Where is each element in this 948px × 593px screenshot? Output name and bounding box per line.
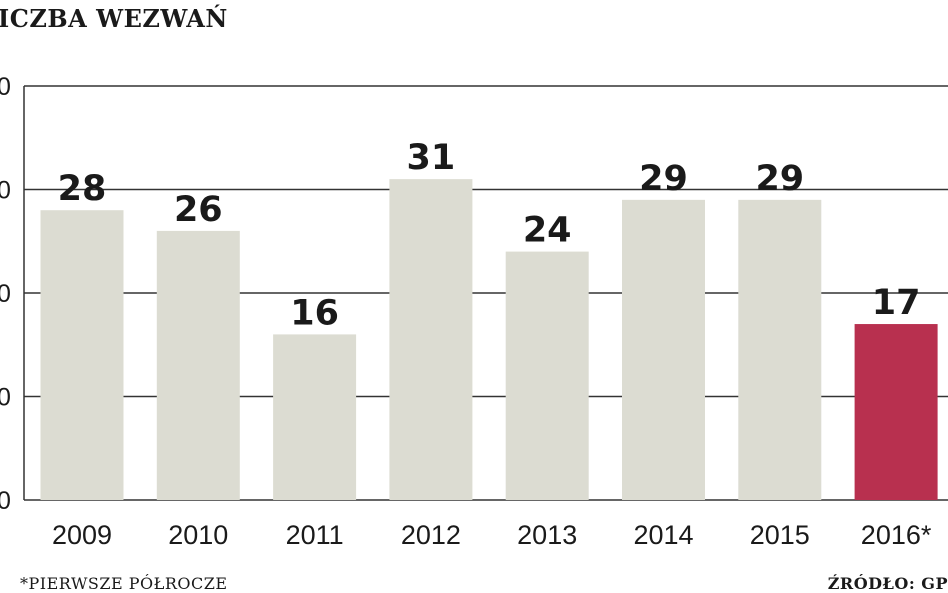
bar <box>156 230 240 500</box>
y-tick-label: 0 <box>0 487 11 515</box>
bar <box>40 210 124 500</box>
footnote: *PIERWSZE PÓŁROCZE <box>20 574 228 593</box>
y-tick-label: 0 <box>0 384 11 412</box>
bar <box>738 199 822 500</box>
bar <box>505 251 589 500</box>
chart-title: ICZBA WEZWAŃ <box>0 4 228 33</box>
data-label: 28 <box>58 169 107 209</box>
bar <box>273 334 357 500</box>
y-tick-label: 0 <box>0 177 11 205</box>
source-note: ŹRÓDŁO: GP <box>827 574 948 593</box>
x-tick-label: 2011 <box>286 520 344 550</box>
bar <box>854 324 938 500</box>
bar <box>389 179 473 500</box>
y-tick-label: 0 <box>0 73 11 101</box>
x-tick-label: 2015 <box>750 520 810 550</box>
x-tick-label: 2010 <box>168 520 228 550</box>
labels: 0 0 0 0 0 28 2009 26 2010 16 2011 31 2012 24 2013 29 201… <box>0 73 932 550</box>
bar <box>622 199 705 500</box>
data-label: 24 <box>523 211 572 251</box>
x-tick-label: 2013 <box>517 520 577 550</box>
data-label: 16 <box>290 293 339 333</box>
data-label: 31 <box>407 138 456 178</box>
y-tick-label: 0 <box>0 280 11 308</box>
data-label: 29 <box>639 159 688 199</box>
data-label: 26 <box>174 190 223 230</box>
x-tick-label: 2012 <box>401 520 461 550</box>
x-tick-label: 2009 <box>52 520 112 550</box>
x-tick-label: 2016* <box>861 520 932 550</box>
data-label: 29 <box>755 159 804 199</box>
data-label: 17 <box>872 283 921 323</box>
x-tick-label: 2014 <box>633 520 693 550</box>
bars <box>40 179 938 500</box>
